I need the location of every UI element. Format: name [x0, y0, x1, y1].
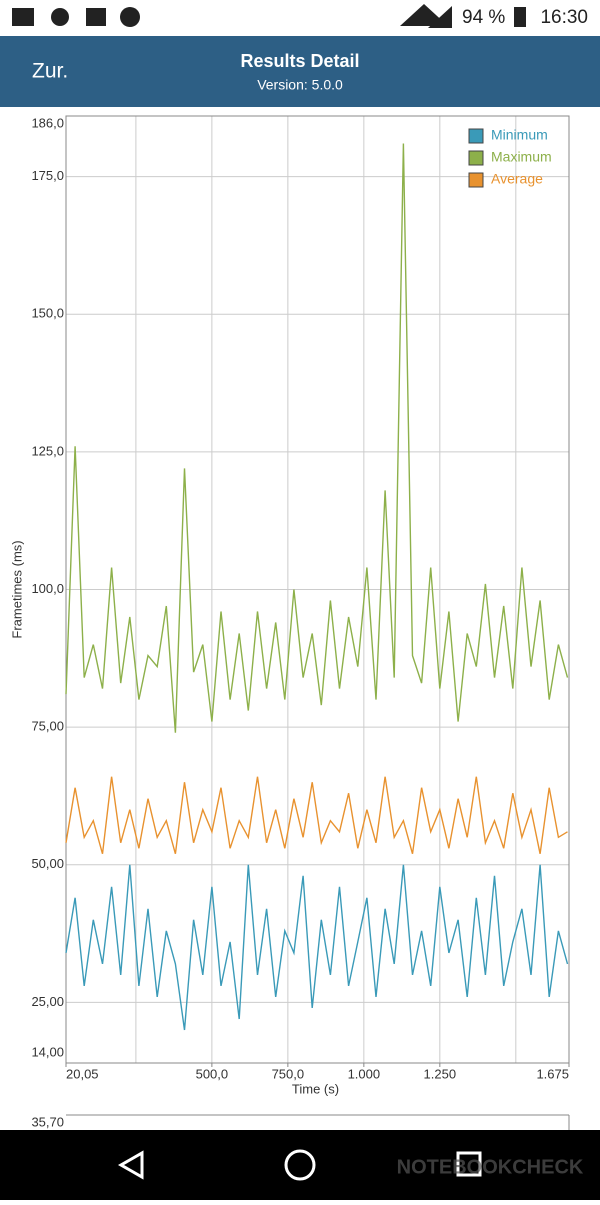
battery-level: 94 % — [462, 7, 505, 28]
x-tick-label: 1.675 — [536, 1066, 569, 1081]
chart: 14,00 25,00 50,00 75,00 100,0 125,0 150,0 175,0… — [9, 115, 570, 1096]
y-axis-label: Frametimes (ms) — [9, 540, 24, 638]
battery-icon — [514, 7, 526, 27]
y-tick-label: 125,0 — [31, 443, 64, 458]
legend-swatch — [468, 150, 484, 166]
wifi-icon — [400, 4, 448, 26]
app-header — [0, 36, 600, 107]
x-tick-label: 500,0 — [196, 1066, 229, 1081]
y-tick-label: 186,0 — [31, 115, 64, 130]
signal-icon — [428, 6, 452, 28]
home-nav[interactable] — [284, 1149, 316, 1181]
legend-swatch — [468, 172, 484, 188]
y-tick-label: 175,0 — [31, 168, 64, 183]
plot-frame — [65, 115, 570, 1064]
back-nav[interactable] — [117, 1150, 144, 1180]
series-line — [65, 864, 569, 1031]
y-tick-label: 100,0 — [31, 581, 64, 596]
x-tick-label: 1.000 — [348, 1066, 381, 1081]
clock: 16:30 — [540, 7, 588, 28]
y-tick-label: 25,00 — [31, 994, 64, 1009]
next-chart-tick: 35,70 — [31, 1114, 64, 1129]
battery-saver-icon — [120, 7, 140, 27]
series-line — [65, 776, 568, 854]
legend-swatch — [468, 128, 484, 144]
x-axis-label: Time (s) — [292, 1081, 339, 1096]
x-tick-label: 1.250 — [424, 1066, 457, 1081]
series-line — [65, 143, 569, 733]
legend-label: Minimum — [491, 127, 548, 143]
version: Version: 5.0.0 — [257, 77, 343, 93]
y-tick-label: 14,00 — [31, 1044, 64, 1059]
recents-nav[interactable] — [456, 1151, 482, 1177]
nav-bar — [0, 1130, 600, 1200]
back-button[interactable]: Zur. — [32, 60, 68, 83]
app-icon — [51, 8, 69, 26]
page-title: Results Detail — [240, 51, 359, 71]
y-tick-label: 50,00 — [31, 856, 64, 871]
y-tick-label: 75,00 — [31, 719, 64, 734]
legend-label: Maximum — [491, 149, 552, 165]
x-tick-label: 20,05 — [66, 1066, 99, 1081]
x-tick-label: 750,0 — [272, 1066, 305, 1081]
image-icon — [86, 8, 106, 26]
watermark: NOTEBOOKCHECK — [397, 1156, 584, 1178]
y-tick-label: 150,0 — [31, 306, 64, 321]
mail-icon — [12, 8, 34, 26]
legend-label: Average — [491, 171, 543, 187]
